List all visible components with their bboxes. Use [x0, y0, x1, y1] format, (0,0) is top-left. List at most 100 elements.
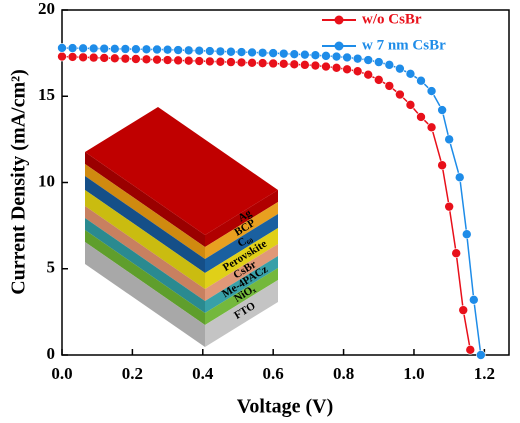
layer-right: [205, 202, 278, 259]
data-point: [395, 63, 405, 74]
data-point: [384, 60, 395, 70]
data-point: [310, 50, 321, 60]
data-point: [469, 294, 479, 305]
data-point: [363, 69, 374, 80]
data-point: [78, 52, 88, 63]
data-point: [300, 49, 310, 60]
y-tick-label: 20: [38, 0, 55, 18]
data-point: [331, 51, 342, 62]
data-point: [416, 112, 426, 122]
data-point: [226, 57, 236, 67]
layer-right: [205, 256, 278, 313]
data-point: [57, 51, 67, 62]
layer-left: [85, 242, 205, 347]
data-point: [99, 43, 110, 54]
data-point: [162, 44, 173, 55]
data-point: [416, 75, 426, 86]
data-point: [405, 100, 416, 110]
layer-left: [85, 152, 205, 247]
data-point: [131, 44, 141, 54]
data-point: [444, 134, 454, 145]
legend-marker: [334, 15, 344, 25]
data-point: [278, 48, 289, 59]
data-point: [247, 47, 257, 58]
data-point: [373, 57, 384, 67]
data-point: [226, 46, 236, 57]
data-point: [247, 57, 257, 68]
data-point: [342, 64, 352, 75]
data-point: [268, 58, 278, 69]
data-point: [152, 54, 162, 65]
y-tick-label: 15: [38, 85, 55, 104]
data-point: [257, 58, 268, 68]
data-point: [257, 47, 268, 58]
layer-right: [205, 228, 278, 289]
data-point: [173, 55, 183, 66]
x-tick-label: 0.8: [333, 364, 354, 383]
data-point: [141, 54, 152, 65]
data-point: [437, 105, 447, 115]
data-point: [461, 229, 472, 240]
data-point: [215, 56, 226, 67]
data-point: [310, 60, 321, 71]
x-tick-label: 1.0: [403, 364, 424, 383]
data-point: [300, 60, 310, 70]
data-point: [395, 89, 405, 100]
data-point: [278, 59, 289, 69]
data-point: [205, 46, 215, 56]
data-point: [363, 55, 374, 65]
data-point: [120, 53, 131, 64]
x-tick-label: 0.6: [263, 364, 284, 383]
data-point: [99, 53, 110, 63]
data-point: [331, 62, 342, 73]
data-point: [162, 55, 173, 65]
data-point: [458, 305, 469, 315]
data-point: [373, 75, 384, 85]
data-point: [88, 52, 99, 63]
data-point: [173, 45, 183, 55]
data-point: [321, 51, 331, 61]
x-axis-label: Voltage (V): [237, 396, 333, 418]
data-point: [426, 86, 437, 96]
layer-right: [205, 214, 278, 273]
layer-left: [85, 176, 205, 273]
data-point: [183, 45, 194, 56]
data-point: [476, 350, 486, 360]
layer-right: [205, 244, 278, 301]
data-point: [289, 49, 300, 59]
legend-label: w 7 nm CsBr: [362, 37, 446, 53]
data-point: [215, 46, 226, 57]
x-tick-label: 0.4: [192, 364, 214, 383]
layer-right: [205, 190, 278, 247]
layer-top: [85, 107, 278, 235]
data-point: [321, 61, 331, 72]
y-tick-label: 5: [47, 258, 56, 277]
data-point: [67, 52, 78, 62]
data-point: [437, 160, 447, 171]
x-tick-label: 1.2: [474, 364, 495, 383]
data-point: [67, 43, 78, 53]
data-point: [384, 81, 395, 91]
data-point: [342, 52, 352, 63]
data-point: [352, 53, 363, 64]
data-point: [120, 44, 131, 54]
data-point: [78, 43, 88, 54]
data-point: [236, 47, 247, 57]
data-point: [268, 48, 278, 58]
data-point: [236, 57, 247, 68]
data-point: [454, 172, 465, 183]
x-tick-label: 0.0: [51, 364, 72, 383]
layer-left: [85, 230, 205, 325]
data-point: [426, 122, 437, 133]
layer-right: [205, 280, 278, 347]
data-point: [451, 248, 462, 259]
data-point: [205, 56, 215, 67]
data-point: [405, 69, 416, 79]
data-point: [183, 55, 194, 66]
data-point: [194, 56, 205, 66]
x-tick-label: 0.2: [122, 364, 143, 383]
data-point: [152, 44, 162, 55]
data-point: [141, 44, 152, 55]
